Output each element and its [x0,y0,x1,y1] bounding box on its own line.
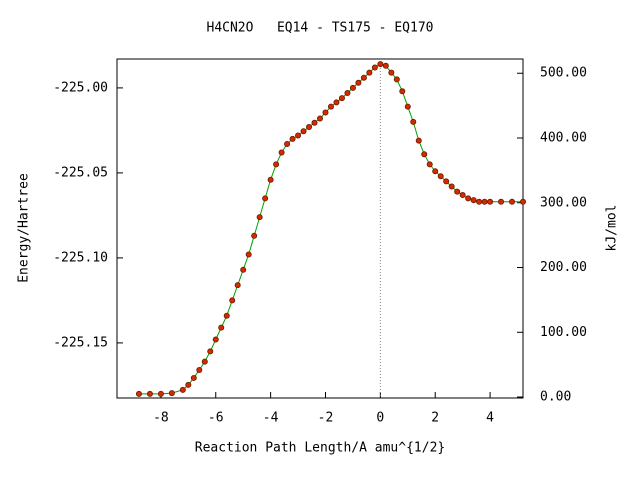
data-point [393,76,400,83]
data-point [388,69,395,76]
data-point [410,118,417,125]
data-point [289,135,296,142]
data-point [404,103,411,110]
data-point [432,168,439,175]
data-point [240,266,247,273]
data-point [316,115,323,122]
data-point [520,198,527,205]
y2-axis-label: kJ/mol [605,205,620,252]
data-point [437,173,444,180]
data-point [234,282,241,289]
data-point [366,69,373,76]
data-point [443,178,450,185]
data-point [267,176,274,183]
data-point [338,95,345,102]
data-point [454,188,461,195]
y-tick-label: -225.15 [53,335,108,350]
data-point [382,62,389,69]
data-point [284,141,291,148]
data-point [371,64,378,71]
y2-tick-label: 200.00 [540,260,587,275]
data-point [262,195,269,202]
x-tick-label: 4 [486,411,494,426]
y-tick-label: -225.00 [53,80,108,95]
data-point [207,348,214,355]
data-point [465,195,472,202]
x-tick-label: 2 [431,411,439,426]
x-tick-label: -6 [208,411,224,426]
data-point [421,151,428,158]
data-point [509,198,516,205]
x-tick-label: -4 [263,411,279,426]
data-point [135,390,142,397]
data-point [251,232,258,239]
series-line [138,63,523,395]
data-point [190,374,197,381]
data-point [179,386,186,393]
data-point [157,390,164,397]
data-point [459,192,466,199]
data-point [185,381,192,388]
x-tick-label: -8 [153,411,169,426]
data-point [223,312,230,319]
y-tick-label: -225.05 [53,165,108,180]
data-point [295,132,302,139]
data-point [344,90,351,97]
data-point [327,103,334,110]
data-point [245,251,252,258]
data-point [146,390,153,397]
data-point [196,366,203,373]
y2-tick-label: 400.00 [540,131,587,146]
data-point [333,99,340,106]
data-point [498,198,505,205]
y-tick-label: -225.10 [53,250,108,265]
data-point [349,84,356,91]
y2-tick-label: 0.00 [540,390,571,405]
y2-tick-label: 100.00 [540,325,587,340]
chart-title: H4CN2O EQ14 - TS175 - EQ170 [207,21,434,36]
data-point [201,358,208,365]
data-point [470,197,477,204]
y-axis-label: Energy/Hartree [17,173,32,283]
data-point [377,61,384,68]
data-point [487,198,494,205]
data-point [426,161,433,168]
x-axis-label: Reaction Path Length/A amu^{1/2} [195,441,445,456]
y2-tick-label: 500.00 [540,66,587,81]
plot-frame [116,58,524,399]
data-point [256,214,263,221]
data-point [273,161,280,168]
data-point [322,109,329,116]
data-point [218,324,225,331]
data-point [168,390,175,397]
data-point [360,74,367,81]
y2-tick-label: 300.00 [540,195,587,210]
data-point [306,124,313,131]
data-point [476,198,483,205]
x-tick-label: -2 [318,411,334,426]
data-point [311,119,318,126]
data-point [355,79,362,86]
data-point [415,137,422,144]
data-point [448,183,455,190]
data-point [278,149,285,156]
data-point [229,297,236,304]
data-point [399,88,406,95]
data-point [212,336,219,343]
data-point [300,128,307,135]
x-tick-label: 0 [376,411,384,426]
data-point [481,198,488,205]
